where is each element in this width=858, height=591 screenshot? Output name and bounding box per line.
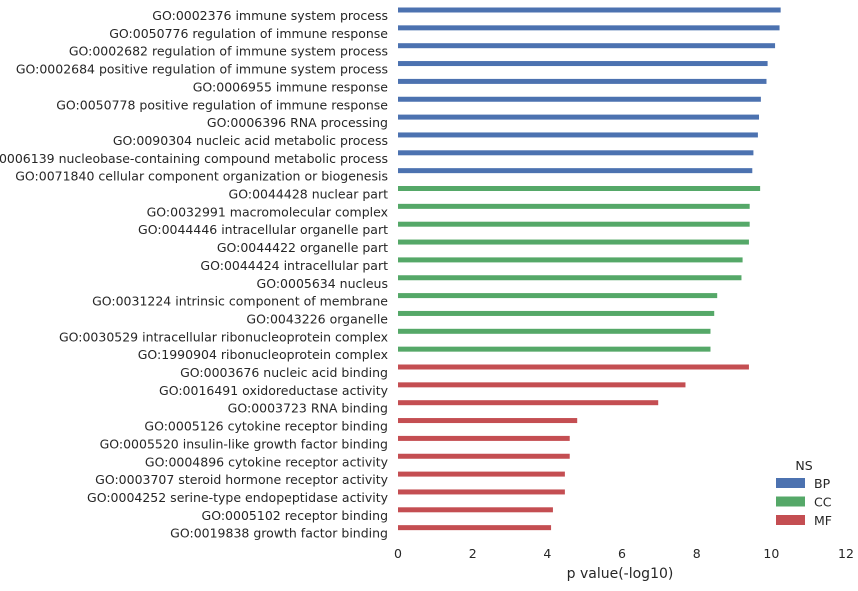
legend-swatch	[776, 515, 805, 525]
bar	[398, 435, 570, 441]
bar	[398, 346, 711, 352]
x-tick-label: 0	[394, 546, 402, 561]
x-tick-label: 12	[838, 546, 854, 561]
bar	[398, 257, 743, 263]
category-label: GO:0019838 growth factor binding	[170, 526, 388, 541]
bar	[398, 25, 780, 31]
category-label: GO:0003707 steroid hormone receptor acti…	[95, 472, 388, 487]
legend: NS BP CC MF	[776, 458, 832, 528]
category-label: GO:0044428 nuclear part	[229, 187, 389, 202]
x-axis-label: p value(-log10)	[567, 566, 674, 582]
category-label: GO:0016491 oxidoreductase activity	[159, 383, 389, 398]
category-label: GO:1990904 ribonucleoprotein complex	[138, 347, 388, 362]
bar	[398, 168, 753, 174]
bar	[398, 453, 570, 459]
legend-label: CC	[814, 495, 832, 510]
bar	[398, 364, 749, 370]
x-axis-ticks: 0 2 4 6 8 10 12	[394, 546, 854, 561]
bar	[398, 471, 565, 477]
category-label: GO:0002682 regulation of immune system p…	[69, 44, 388, 59]
bar	[398, 150, 754, 156]
x-tick-label: 8	[693, 546, 701, 561]
category-label: GO:0005102 receptor binding	[202, 508, 388, 523]
category-label: GO:0006396 RNA processing	[207, 115, 388, 130]
category-label: GO:0090304 nucleic acid metabolic proces…	[113, 133, 388, 148]
bar	[398, 43, 776, 49]
bar	[398, 489, 565, 495]
category-label: GO:0031224 intrinsic component of membra…	[92, 294, 388, 309]
bar	[398, 382, 686, 388]
bar	[398, 96, 761, 102]
bars-layer	[398, 7, 781, 531]
category-label: GO:0044446 intracellular organelle part	[138, 222, 388, 237]
category-label: GO:0043226 organelle	[246, 311, 388, 326]
category-label: GO:0003676 nucleic acid binding	[180, 365, 388, 380]
category-label: GO:0002684 positive regulation of immune…	[16, 62, 388, 77]
bar	[398, 61, 768, 67]
bar	[398, 507, 553, 513]
legend-swatch	[776, 478, 805, 488]
category-label: GO:0004896 cytokine receptor activity	[145, 454, 389, 469]
category-label: GO:0006955 immune response	[193, 79, 389, 94]
bar	[398, 203, 750, 209]
bar	[398, 78, 767, 84]
bar	[398, 221, 750, 227]
category-label: GO:0002376 immune system process	[152, 8, 388, 23]
legend-title: NS	[795, 458, 812, 473]
bar	[398, 418, 578, 424]
bar	[398, 328, 711, 334]
bar	[398, 114, 760, 120]
category-label: GO:0005634 nucleus	[257, 276, 388, 291]
x-tick-label: 4	[543, 546, 551, 561]
category-label: GO:0044424 intracellular part	[200, 258, 388, 273]
bar	[398, 310, 715, 316]
category-label: GO:0032991 macromolecular complex	[147, 204, 388, 219]
category-label: GO:0030529 intracellular ribonucleoprote…	[59, 329, 388, 344]
legend-label: MF	[814, 513, 832, 528]
category-labels: GO:0002376 immune system process GO:00507…	[0, 8, 389, 541]
bar	[398, 7, 781, 13]
category-label: GO:0005126 cytokine receptor binding	[144, 419, 388, 434]
x-tick-label: 2	[469, 546, 477, 561]
x-tick-label: 10	[763, 546, 779, 561]
legend-swatch	[776, 496, 805, 507]
category-label: GO:0050776 regulation of immune response	[109, 26, 388, 41]
category-label: GO:0050778 positive regulation of immune…	[56, 97, 388, 112]
bar	[398, 275, 742, 281]
bar	[398, 186, 761, 191]
bar	[398, 525, 552, 531]
x-tick-label: 6	[618, 546, 626, 561]
category-label: GO:0044422 organelle part	[217, 240, 388, 255]
category-label: GO:0006139 nucleobase-containing compoun…	[0, 151, 388, 166]
category-label: GO:0004252 serine-type endopeptidase act…	[87, 490, 389, 505]
category-label: GO:0003723 RNA binding	[228, 401, 388, 416]
bar	[398, 239, 749, 245]
legend-label: BP	[814, 476, 831, 491]
category-label: GO:0071840 cellular component organizati…	[15, 169, 388, 184]
bar	[398, 400, 659, 406]
category-label: GO:0005520 insulin-like growth factor bi…	[100, 436, 388, 451]
bar	[398, 132, 758, 138]
bar	[398, 293, 718, 299]
